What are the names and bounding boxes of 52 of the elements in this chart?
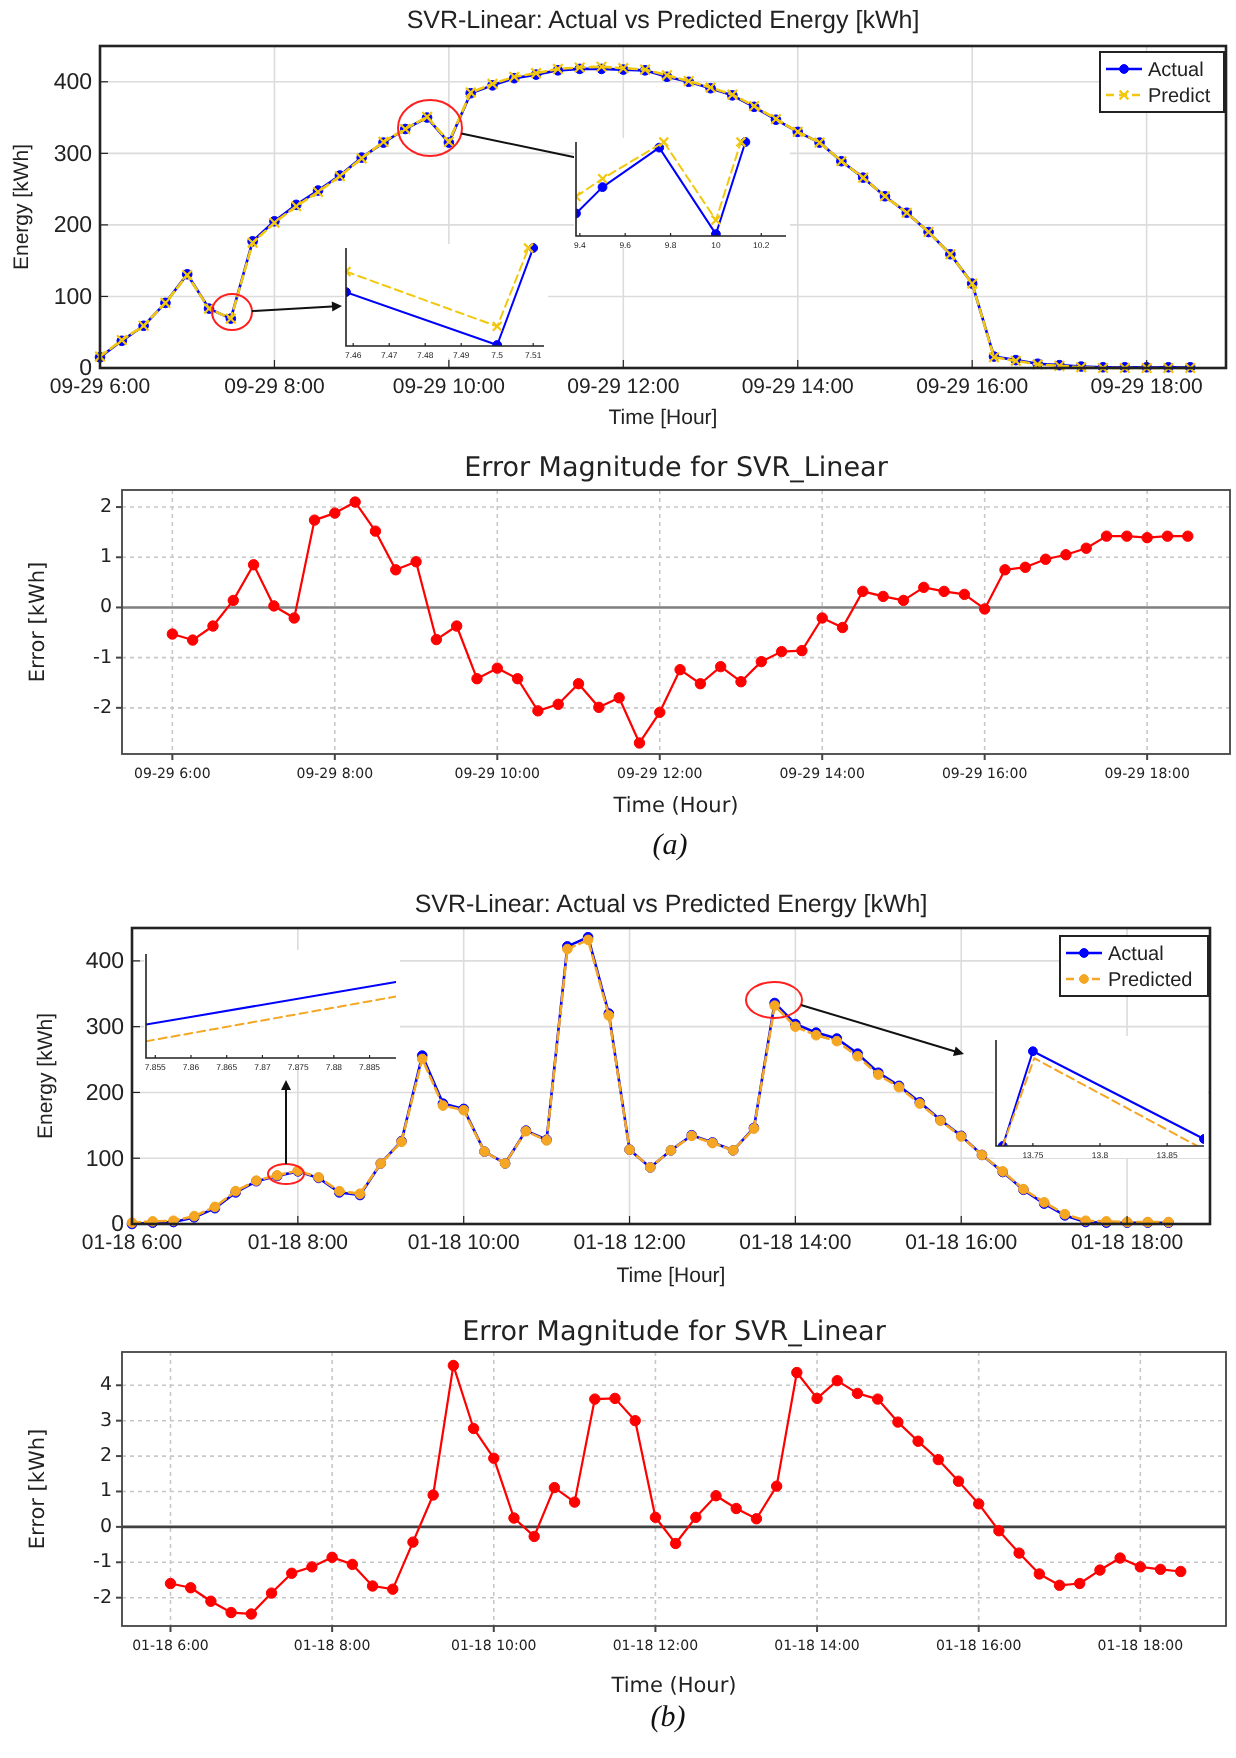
x-axis-title: Time (Hour) — [611, 794, 739, 818]
y-tick-label: 0 — [99, 1515, 112, 1538]
x-tick-label: 09-29 10:00 — [392, 375, 506, 399]
y-tick-label: 400 — [85, 950, 124, 975]
y-tick-label: 300 — [85, 1016, 124, 1041]
x-tick-label: 09-29 12:00 — [567, 375, 680, 399]
y-tick-label: 3 — [99, 1409, 112, 1432]
x-tick-label: 09-29 6:00 — [49, 375, 151, 399]
x-tick-label: 09-29 18:00 — [1090, 375, 1203, 399]
y-axis-title: Energy [kWh] — [10, 143, 34, 271]
y-tick-label: 300 — [53, 142, 92, 167]
text: (a) — [652, 830, 688, 862]
x-tick-label: 01-18 16:00 — [905, 1231, 1018, 1255]
chart-title: SVR-Linear: Actual vs Predicted Energy [kWh] — [406, 6, 920, 34]
y-tick-label: 2 — [99, 495, 112, 518]
x-tick-label: 09-29 14:00 — [741, 375, 855, 399]
y-tick-label: 0 — [99, 596, 112, 619]
y-tick-label: 200 — [53, 214, 92, 239]
y-tick-label: 100 — [85, 1147, 124, 1172]
chart-title: Error Magnitude for SVR_Linear — [464, 452, 889, 484]
y-tick-label: 200 — [85, 1081, 124, 1106]
y-tick-label: 400 — [53, 71, 92, 96]
x-tick-label: 09-29 16:00 — [916, 375, 1029, 399]
y-tick-label: -1 — [93, 646, 112, 669]
legend-label: Actual — [1108, 944, 1164, 967]
y-tick-label: 1 — [99, 1480, 112, 1503]
legend-label: Predict — [1148, 86, 1211, 109]
x-axis-title: Time [Hour] — [608, 406, 718, 430]
x-tick-label: 01-18 6:00 — [81, 1231, 183, 1255]
x-tick-label: 01-18 14:00 — [739, 1231, 852, 1255]
text: (b) — [650, 1702, 686, 1734]
x-tick-label: 09-29 8:00 — [224, 375, 325, 399]
y-axis-title: Error [kWh] — [26, 1428, 50, 1550]
y-tick-label: -1 — [93, 1551, 112, 1574]
x-tick-label: 01-18 12:00 — [573, 1231, 686, 1255]
chart-title: Error Magnitude for SVR_Linear — [462, 1316, 887, 1348]
y-tick-label: 4 — [99, 1374, 112, 1397]
y-tick-label: 100 — [53, 285, 92, 310]
y-tick-label: 2 — [99, 1444, 112, 1467]
legend-label: Actual — [1148, 60, 1204, 83]
chart-title: SVR-Linear: Actual vs Predicted Energy [kWh] — [414, 890, 928, 918]
x-tick-label: 01-18 10:00 — [407, 1231, 521, 1255]
y-tick-label: -2 — [93, 696, 112, 719]
y-axis-title: Error [kWh] — [26, 561, 50, 683]
x-axis-title: Time (Hour) — [609, 1674, 737, 1698]
x-tick-label: 01-18 18:00 — [1071, 1231, 1184, 1255]
legend-label: Predicted — [1108, 970, 1193, 993]
y-tick-label: 1 — [99, 546, 112, 569]
x-tick-label: 01-18 8:00 — [247, 1231, 349, 1255]
y-axis-title: Energy [kWh] — [34, 1012, 58, 1140]
x-axis-title: Time [Hour] — [616, 1264, 726, 1288]
y-tick-label: -2 — [93, 1586, 112, 1609]
